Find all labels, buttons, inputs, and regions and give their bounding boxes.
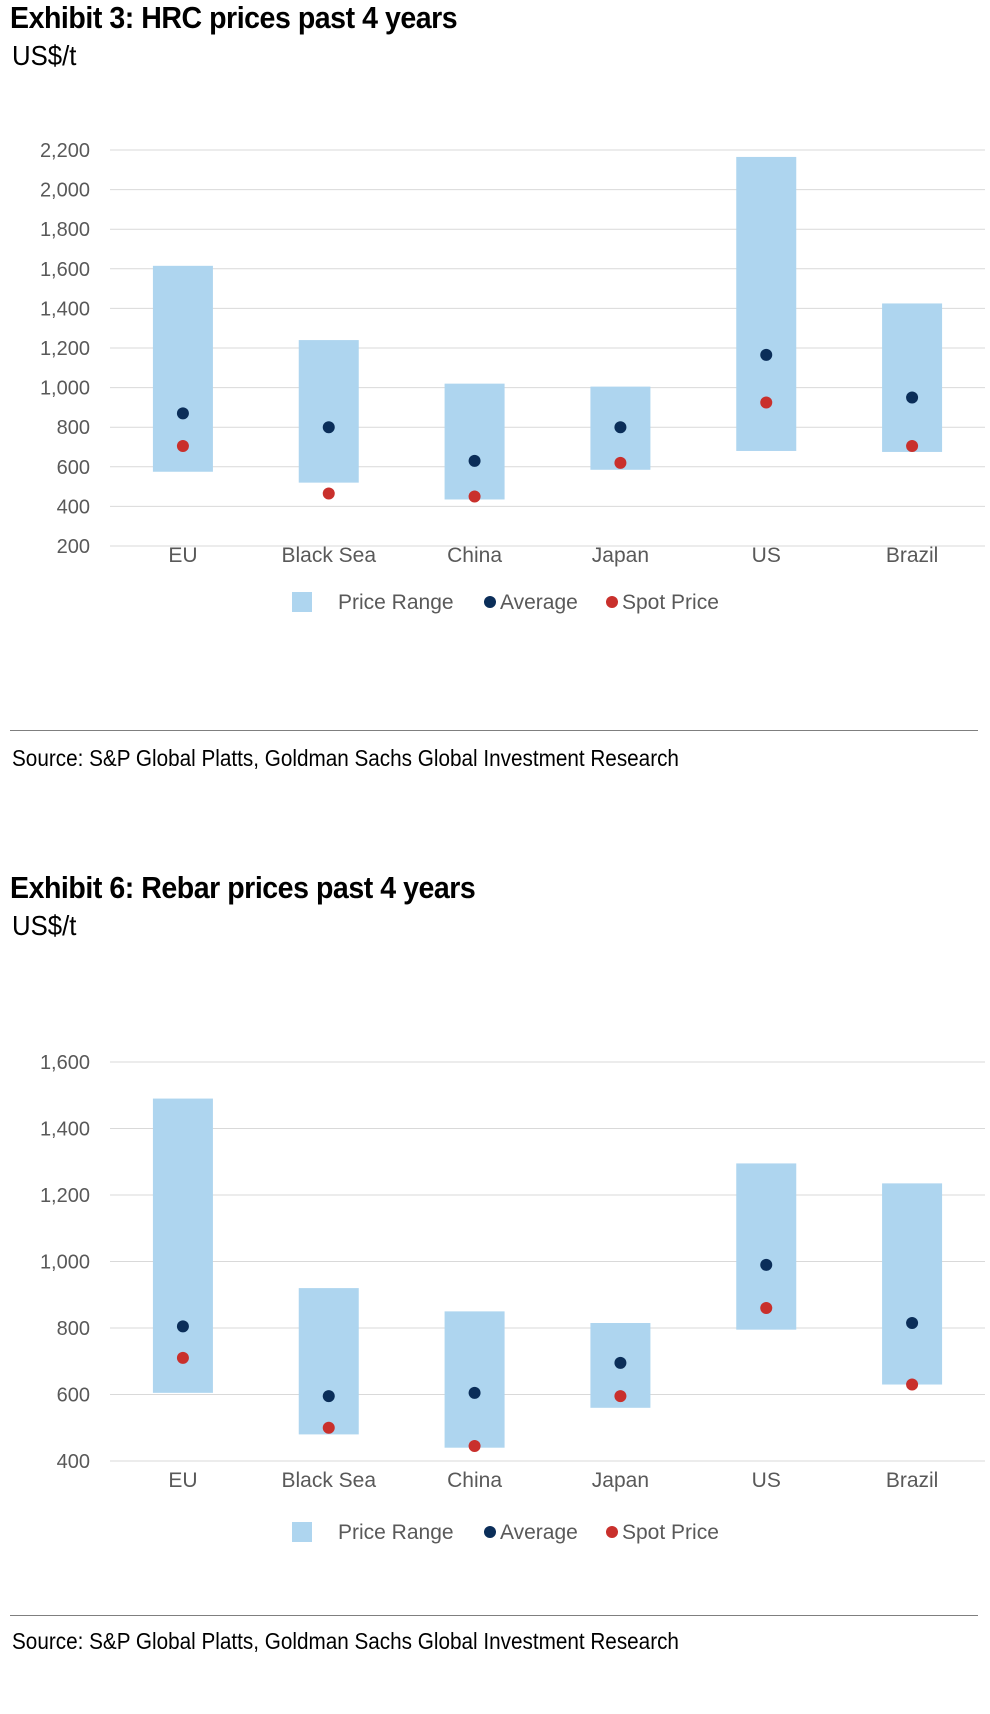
chart-unit: US$/t (12, 40, 77, 71)
legend-marker-average (484, 1526, 496, 1538)
spot-point-china (468, 1440, 481, 1453)
range-bar-eu (152, 1098, 213, 1393)
legend-label-price-range: Price Range (338, 1521, 454, 1544)
y-tick-label: 400 (57, 1451, 90, 1473)
legend-marker-average (484, 596, 496, 608)
range-bar-brazil (882, 303, 943, 452)
average-point-china (468, 1386, 481, 1399)
spot-point-us (760, 1302, 773, 1315)
y-tick-label: 1,600 (40, 259, 90, 281)
range-bar-black-sea (298, 1288, 359, 1435)
chart-title: Exhibit 6: Rebar prices past 4 years (10, 870, 476, 905)
x-tick-label: EU (168, 544, 197, 567)
rebar-chart: 400 600 800 1,000 1,200 1,400 1,600 EU Black Sea… (40, 1052, 985, 1544)
y-tick-label: 800 (57, 1318, 90, 1340)
chart-unit: US$/t (12, 910, 77, 941)
exhibit-rebar: Exhibit 6: Rebar prices past 4 years US$… (0, 870, 990, 1714)
spot-point-black-sea (322, 487, 335, 500)
x-tick-label: Japan (592, 544, 649, 567)
spot-point-brazil (906, 440, 919, 453)
average-point-eu (176, 1320, 189, 1333)
range-bar-china (444, 383, 505, 500)
y-tick-label: 200 (57, 536, 90, 558)
y-tick-label: 2,200 (40, 140, 90, 162)
y-tick-label: 1,400 (40, 298, 90, 320)
y-tick-label: 1,600 (40, 1052, 90, 1074)
legend-marker-spot-price (606, 596, 618, 608)
y-tick-label: 1,200 (40, 1185, 90, 1207)
legend-label-average: Average (500, 1521, 578, 1544)
hrc-chart: 200 400 600 800 1,000 1,200 1,400 1,600 1,800 2,0… (40, 140, 985, 614)
spot-point-japan (614, 1390, 627, 1403)
legend-swatch-price-range (292, 592, 312, 612)
y-tick-label: 1,800 (40, 219, 90, 241)
spot-point-china (468, 490, 481, 503)
x-tick-label: China (447, 1469, 502, 1492)
source-note: Source: S&P Global Platts, Goldman Sachs… (12, 745, 679, 771)
range-bar-china (444, 1311, 505, 1448)
average-point-china (468, 454, 481, 467)
spot-point-eu (176, 440, 189, 453)
x-tick-label: US (752, 544, 781, 567)
y-tick-label: 400 (57, 496, 90, 518)
y-tick-label: 600 (57, 1385, 90, 1407)
x-tick-label: Black Sea (281, 544, 376, 567)
x-tick-label: Brazil (886, 1469, 939, 1492)
y-tick-label: 1,400 (40, 1119, 90, 1141)
average-point-brazil (906, 1317, 919, 1330)
y-tick-label: 1,000 (40, 1252, 90, 1274)
average-point-eu (176, 407, 189, 420)
average-point-japan (614, 421, 627, 434)
x-tick-label: Brazil (886, 544, 939, 567)
exhibit-hrc: Exhibit 3: HRC prices past 4 years US$/t… (0, 0, 990, 780)
spot-point-japan (614, 456, 627, 469)
range-bar-us (736, 1163, 797, 1330)
average-point-us (760, 348, 773, 361)
spot-point-us (760, 396, 773, 409)
divider (10, 1615, 978, 1616)
average-point-black-sea (322, 421, 335, 434)
x-tick-label: Black Sea (281, 1469, 376, 1492)
x-tick-label: US (752, 1469, 781, 1492)
x-tick-label: EU (168, 1469, 197, 1492)
range-bar-black-sea (298, 340, 359, 483)
legend-label-price-range: Price Range (338, 591, 454, 614)
legend-label-average: Average (500, 591, 578, 614)
y-tick-label: 1,000 (40, 378, 90, 400)
legend-label-spot-price: Spot Price (622, 591, 719, 614)
y-tick-label: 800 (57, 417, 90, 439)
range-bar-brazil (882, 1183, 943, 1385)
chart-title: Exhibit 3: HRC prices past 4 years (10, 0, 458, 35)
spot-point-eu (176, 1351, 189, 1364)
spot-point-black-sea (322, 1421, 335, 1434)
y-tick-label: 600 (57, 457, 90, 479)
x-tick-label: China (447, 544, 502, 567)
legend-marker-spot-price (606, 1526, 618, 1538)
range-bar-eu (152, 265, 213, 472)
x-tick-label: Japan (592, 1469, 649, 1492)
average-point-japan (614, 1356, 627, 1369)
legend-label-spot-price: Spot Price (622, 1521, 719, 1544)
average-point-black-sea (322, 1390, 335, 1403)
legend-swatch-price-range (292, 1522, 312, 1542)
average-point-us (760, 1258, 773, 1271)
spot-point-brazil (906, 1378, 919, 1391)
average-point-brazil (906, 391, 919, 404)
divider (10, 730, 978, 731)
y-tick-label: 2,000 (40, 180, 90, 202)
y-tick-label: 1,200 (40, 338, 90, 360)
source-note: Source: S&P Global Platts, Goldman Sachs… (12, 1628, 679, 1654)
